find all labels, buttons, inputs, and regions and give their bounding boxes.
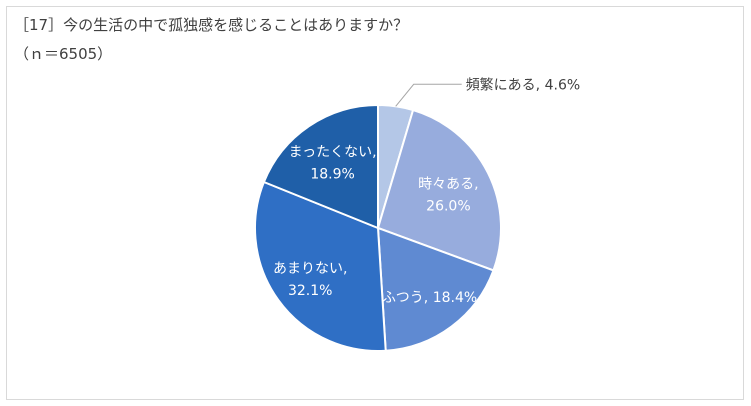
chart-title: ［17］今の生活の中で孤独感を感じることはありますか？: [14, 16, 409, 34]
pie-slice-4: [262, 103, 379, 230]
data-label-2: ふつう, 18.4%: [382, 290, 477, 306]
callout-line-0: [395, 83, 462, 107]
chart-subtitle: （ｎ＝6505）: [14, 45, 113, 63]
pie-slice-1: [376, 108, 502, 272]
pie-slice-3: [253, 180, 387, 352]
data-label-0: 頻繁にある, 4.6%: [466, 77, 580, 93]
pie-slices: [253, 103, 502, 352]
pie-slice-2: [376, 226, 495, 352]
data-label-3: あまりない, 32.1%: [273, 261, 347, 299]
data-label-1: 時々ある, 26.0%: [418, 177, 478, 215]
data-labels: 頻繁にある, 4.6% 時々ある, 26.0% ふつう, 18.4% あまりない, 32.…: [273, 77, 580, 306]
data-label-4: まったくない, 18.9%: [289, 145, 377, 183]
callout-lines: [395, 83, 462, 107]
